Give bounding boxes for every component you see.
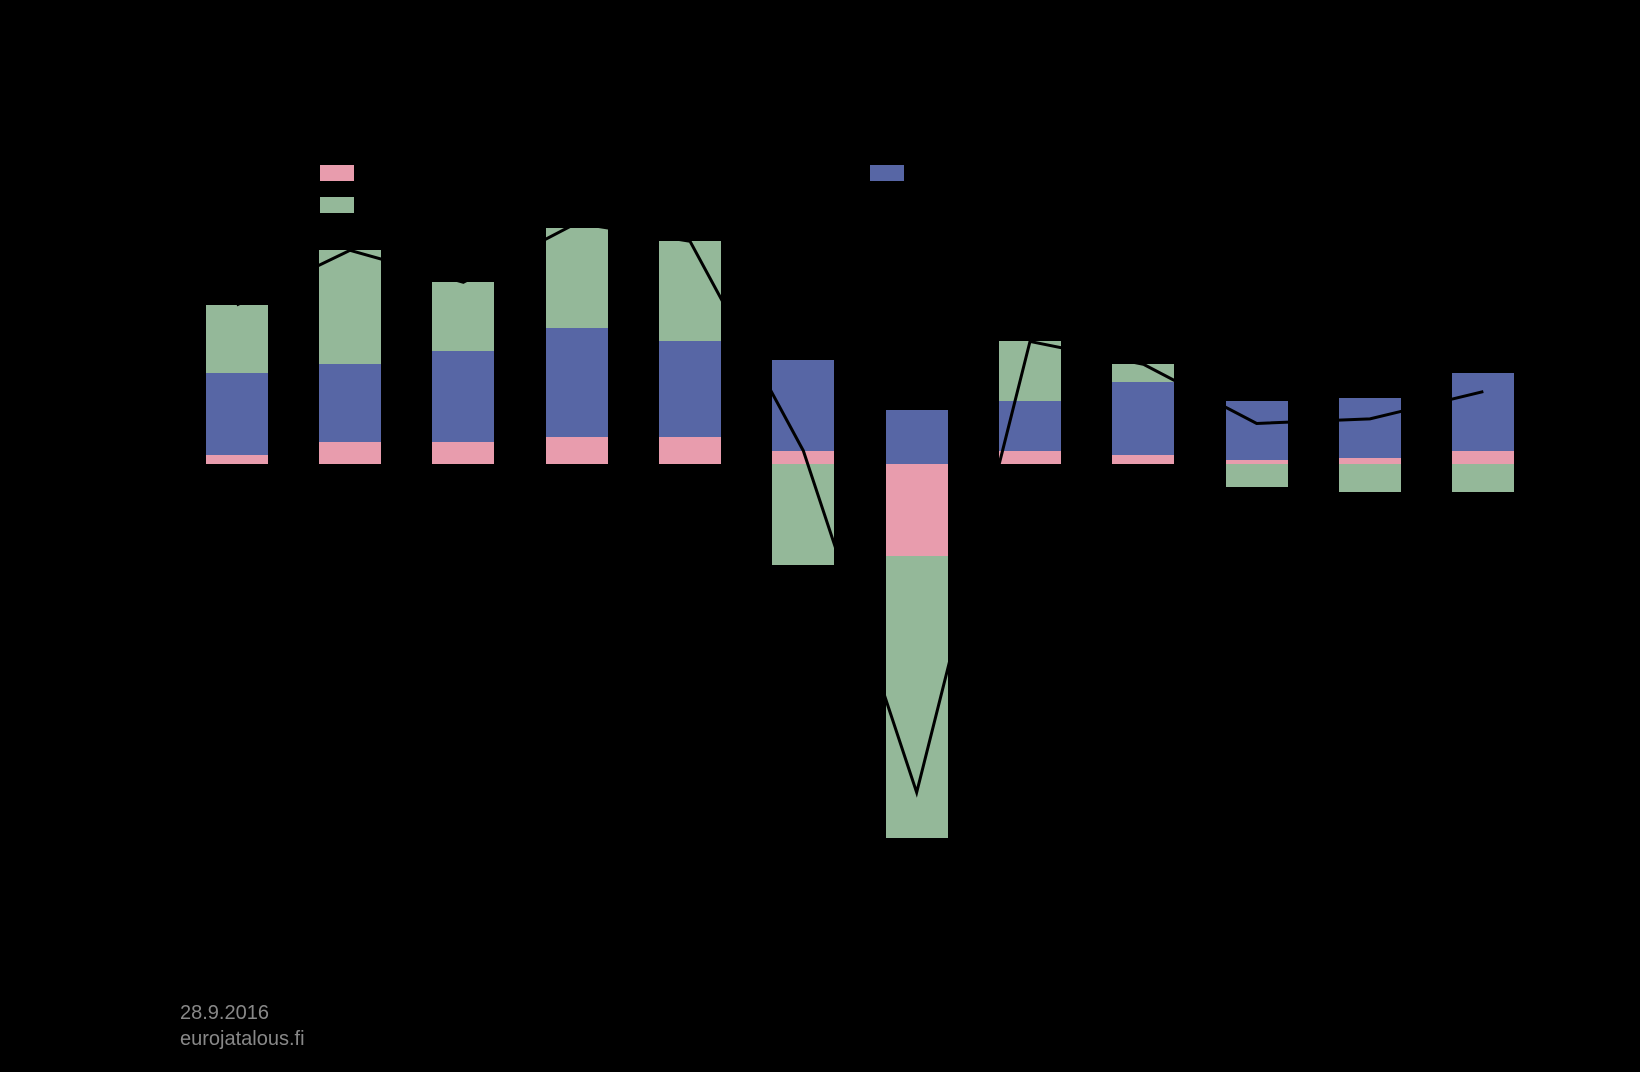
footer: 28.9.2016 eurojatalous.fi	[180, 1000, 305, 1052]
sources-label: Lähteet: Eurostat ja Suomen Pankin laske…	[180, 960, 596, 983]
x-tick-label: 2006	[441, 930, 486, 953]
y-tick-label-right: 8	[1550, 89, 1620, 112]
x-tick-label: 2010	[894, 930, 939, 953]
x-tick-label: 2004	[214, 930, 259, 953]
chart-container: Kuvio 2. Prosenttiyksikköä TFP (kokonais…	[0, 0, 1640, 1072]
y-tick-label-right: 2	[1550, 362, 1620, 385]
plot-area	[180, 100, 1540, 920]
x-tick-label: 2008	[668, 930, 713, 953]
y-tick-label-right: -10	[1550, 909, 1620, 932]
y-tick-label-left: -6	[100, 726, 170, 749]
x-tick-label: 2005	[328, 930, 373, 953]
x-tick-label: 2011	[1008, 930, 1051, 953]
y-tick-label-left: 8	[100, 89, 170, 112]
footer-site: eurojatalous.fi	[180, 1026, 305, 1052]
chart-title: Kuvio 2.	[60, 30, 169, 62]
y-tick-label-left: -2	[100, 544, 170, 567]
x-tick-label: 2009	[781, 930, 826, 953]
x-tick-label: 2013	[1234, 930, 1279, 953]
y-tick-label-left: 6	[100, 180, 170, 203]
x-tick-label: 2007	[554, 930, 599, 953]
y-tick-label-left: 2	[100, 362, 170, 385]
y-tick-label-right: 0	[1550, 453, 1620, 476]
x-tick-label: 2012	[1121, 930, 1166, 953]
y-tick-label-right: -2	[1550, 544, 1620, 567]
x-tick-label: 2014	[1348, 930, 1393, 953]
y-tick-label-left: 0	[100, 453, 170, 476]
y-tick-label-left: -10	[100, 909, 170, 932]
growth-line	[237, 223, 1484, 792]
footer-date: 28.9.2016	[180, 1000, 305, 1026]
y-tick-label-left: 4	[100, 271, 170, 294]
y-tick-label-left: -8	[100, 817, 170, 840]
x-tick-label: 2015e	[1456, 930, 1512, 953]
y-tick-label-right: -6	[1550, 726, 1620, 749]
y-tick-label-right: 6	[1550, 180, 1620, 203]
y-tick-label-right: -4	[1550, 635, 1620, 658]
line-overlay	[180, 100, 1540, 920]
y-tick-label-right: -8	[1550, 817, 1620, 840]
y-tick-label-left: -4	[100, 635, 170, 658]
y-tick-label-right: 4	[1550, 271, 1620, 294]
